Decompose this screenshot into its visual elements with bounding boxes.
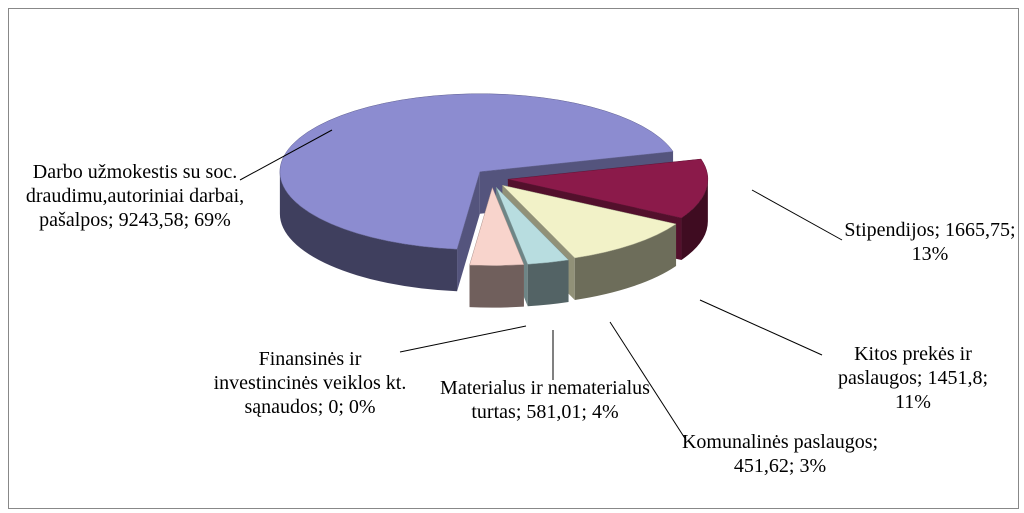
label-separator: ; <box>788 455 800 477</box>
label-category: Stipendijos <box>844 219 935 241</box>
leader-line <box>609 321 687 441</box>
leader-line <box>751 189 843 241</box>
label-percent: 3% <box>799 455 827 477</box>
label-category: Finansinės ir investincinės veiklos kt. … <box>213 348 407 418</box>
label-separator: ; <box>108 209 119 231</box>
leader-line <box>699 299 823 356</box>
label-separator: ; <box>183 209 195 231</box>
pie-slice <box>279 93 674 250</box>
label-value: 1665,75 <box>945 219 1010 241</box>
pie-slice <box>507 158 709 219</box>
label-percent: 11% <box>895 391 931 413</box>
label-separator: ; <box>317 396 329 418</box>
label-value: 581,01 <box>526 401 582 423</box>
label-separator: ; <box>581 401 592 423</box>
label-value: 9243,58 <box>118 209 184 231</box>
slice-side <box>469 264 524 308</box>
data-label: Darbo užmokestis su soc. draudimu,autori… <box>20 160 250 232</box>
label-separator: ; <box>515 401 527 423</box>
label-separator: ; <box>338 396 349 418</box>
slice-side <box>279 171 458 292</box>
data-label: Komunalinės paslaugos; 451,62; 3% <box>680 430 880 478</box>
label-separator: ; <box>934 219 945 241</box>
label-percent: 4% <box>591 401 619 423</box>
label-value: 451,62 <box>733 455 789 477</box>
label-value: 1451,8 <box>927 367 983 389</box>
label-separator: ; <box>982 367 988 389</box>
data-label: Finansinės ir investincinės veiklos kt. … <box>210 347 410 419</box>
pie-slice <box>501 184 677 259</box>
label-percent: 0% <box>348 396 376 418</box>
pie-slice <box>495 187 570 265</box>
slice-wall <box>457 171 480 292</box>
slice-side <box>527 259 569 307</box>
label-category: Materialus ir nematerialus turtas <box>440 377 650 423</box>
data-label: Kitos prekės ir paslaugos; 1451,8; 11% <box>818 342 1008 414</box>
label-percent: 13% <box>911 243 949 265</box>
label-separator: ; <box>916 367 928 389</box>
label-percent: 69% <box>194 209 231 231</box>
chart-frame <box>8 8 1019 509</box>
leader-line <box>239 129 333 181</box>
label-category: Komunalinės paslaugos <box>681 431 873 453</box>
pie-slice <box>469 186 525 266</box>
label-separator: ; <box>872 431 879 453</box>
label-value: 0 <box>328 396 339 418</box>
label-separator: ; <box>1010 219 1016 241</box>
label-category: Darbo užmokestis su soc. draudimu,autori… <box>25 161 245 231</box>
data-label: Stipendijos; 1665,75; 13% <box>840 218 1020 266</box>
data-label: Materialus ir nematerialus turtas; 581,0… <box>440 376 650 424</box>
leader-line <box>399 325 527 353</box>
slice-side <box>574 224 677 300</box>
label-category: Kitos prekės ir paslaugos <box>837 343 972 389</box>
